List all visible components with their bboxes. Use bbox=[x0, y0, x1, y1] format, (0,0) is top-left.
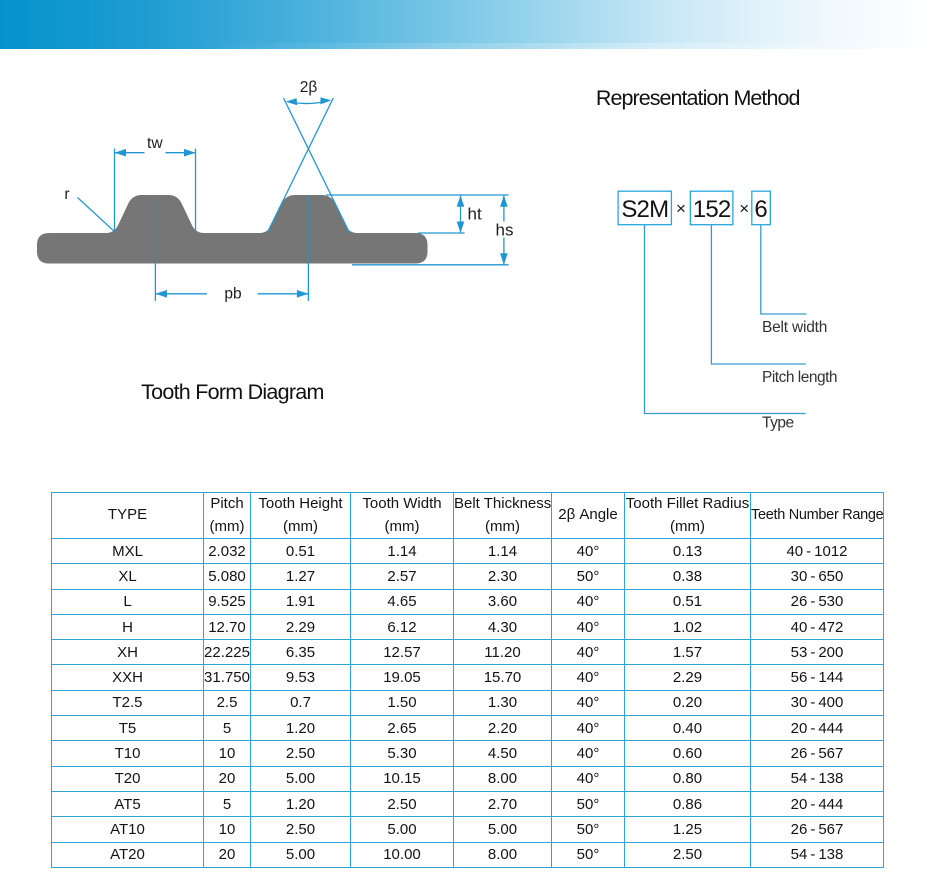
svg-text:152: 152 bbox=[693, 196, 731, 223]
svg-text:tw: tw bbox=[147, 135, 163, 152]
svg-text:Belt width: Belt width bbox=[762, 319, 827, 336]
svg-text:Pitch length: Pitch length bbox=[762, 369, 837, 386]
svg-text:pb: pb bbox=[224, 286, 241, 303]
svg-text:ht: ht bbox=[468, 205, 482, 224]
svg-text:Type: Type bbox=[762, 415, 794, 432]
svg-text:S2M: S2M bbox=[621, 196, 668, 223]
svg-text:×: × bbox=[739, 199, 749, 218]
svg-text:2β: 2β bbox=[300, 79, 318, 96]
svg-text:r: r bbox=[64, 186, 69, 203]
svg-text:hs: hs bbox=[496, 221, 514, 240]
svg-text:Representation Method: Representation Method bbox=[596, 86, 800, 110]
svg-text:6: 6 bbox=[754, 196, 767, 223]
svg-text:Tooth Form Diagram: Tooth Form Diagram bbox=[141, 380, 323, 404]
svg-text:×: × bbox=[676, 199, 686, 218]
